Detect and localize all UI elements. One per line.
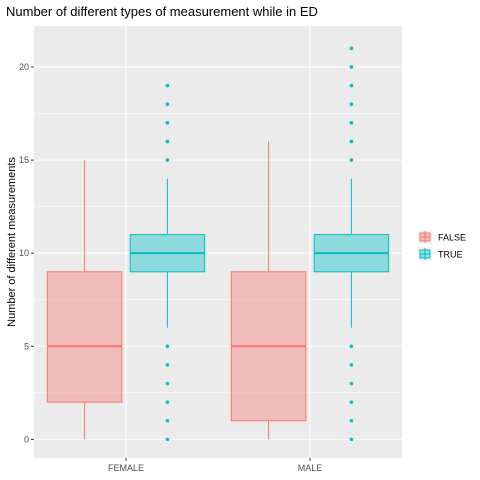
box-true-male bbox=[313, 46, 390, 442]
outlier-point bbox=[349, 46, 354, 51]
box-false-female bbox=[46, 160, 123, 440]
outlier-point bbox=[349, 158, 354, 162]
outlier-point bbox=[349, 363, 354, 367]
outlier-point bbox=[349, 65, 354, 69]
box-true-female bbox=[129, 83, 206, 442]
outlier-point bbox=[165, 102, 170, 107]
box-iqr bbox=[46, 271, 123, 403]
outlier-point bbox=[349, 418, 354, 423]
y-tick-label: 20 bbox=[19, 62, 29, 72]
outlier-point bbox=[349, 121, 354, 125]
y-axis-title: Number of different measurements bbox=[6, 157, 18, 327]
outlier-point bbox=[349, 344, 354, 349]
outlier-point bbox=[165, 418, 170, 423]
outlier-point bbox=[349, 437, 354, 442]
outlier-point bbox=[165, 381, 170, 386]
chart-title: Number of different types of measurement… bbox=[6, 4, 318, 19]
outlier-point bbox=[349, 83, 354, 88]
legend-label: TRUE bbox=[438, 250, 463, 260]
outlier-point bbox=[349, 139, 354, 144]
legend-label: FALSE bbox=[438, 233, 466, 243]
x-axis: FEMALE MALE bbox=[108, 458, 322, 473]
outlier-point bbox=[349, 381, 354, 386]
outlier-point bbox=[165, 400, 170, 404]
outlier-point bbox=[349, 400, 354, 404]
y-axis: 0 5 10 15 20 bbox=[19, 62, 34, 444]
x-tick-label: MALE bbox=[298, 463, 323, 473]
outlier-point bbox=[165, 83, 170, 88]
outlier-point bbox=[165, 121, 170, 125]
outlier-point bbox=[165, 139, 170, 144]
plot-panel bbox=[34, 26, 402, 458]
y-tick-label: 15 bbox=[19, 155, 29, 165]
outlier-point bbox=[165, 344, 170, 349]
legend-item-false: FALSE bbox=[418, 230, 466, 244]
legend: FALSE TRUE bbox=[418, 230, 466, 261]
y-tick-label: 5 bbox=[24, 341, 29, 351]
outlier-point bbox=[165, 437, 170, 442]
outlier-point bbox=[165, 158, 170, 162]
legend-item-true: TRUE bbox=[418, 247, 463, 261]
outlier-point bbox=[349, 102, 354, 107]
box-series bbox=[46, 46, 390, 442]
outlier-point bbox=[165, 363, 170, 367]
y-tick-label: 10 bbox=[19, 248, 29, 258]
box-false-male bbox=[230, 141, 307, 440]
y-tick-label: 0 bbox=[24, 434, 29, 444]
x-tick-label: FEMALE bbox=[108, 463, 144, 473]
